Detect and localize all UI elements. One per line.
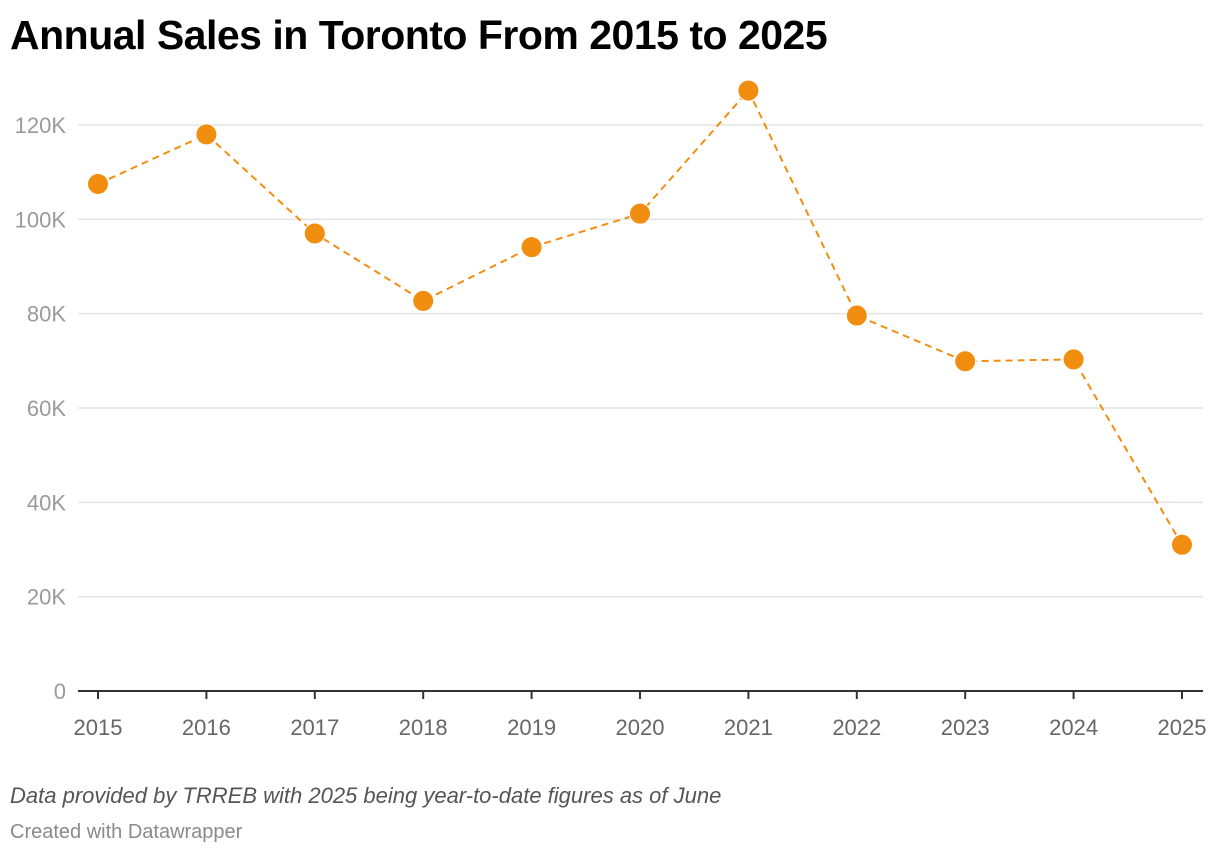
data-point[interactable] [845,304,868,327]
data-point[interactable] [954,350,977,373]
y-tick-label: 20K [27,585,66,610]
chart-notes: Data provided by TRREB with 2025 being y… [10,783,722,808]
y-axis-labels: 0 20K 40K 60K 80K 100K 120K [15,113,67,704]
y-tick-label: 80K [27,302,66,327]
x-tick-label: 2021 [724,715,773,740]
x-tick-label: 2015 [74,715,123,740]
chart-credit: Created with Datawrapper [10,821,243,843]
grid-lines [78,124,1203,598]
x-tick-label: 2024 [1049,715,1098,740]
x-tick-label: 2023 [941,715,990,740]
series-lines [97,88,1183,546]
y-tick-label: 60K [27,396,66,421]
y-tick-label: 120K [15,113,67,138]
data-point[interactable] [412,289,435,312]
chart-title: Annual Sales in Toronto From 2015 to 202… [10,12,828,58]
data-points [87,79,1193,556]
x-axis: 2015 2016 2017 2018 2019 2020 2021 2022 2023 2024… [74,690,1207,740]
data-point[interactable] [629,202,651,225]
x-tick-label: 2020 [616,715,665,740]
x-tick-label: 2022 [832,715,881,740]
x-tick-label: 2025 [1158,715,1207,740]
y-tick-label: 100K [15,207,67,232]
x-tick-label: 2017 [290,715,339,740]
data-point[interactable] [1062,348,1085,371]
y-tick-label: 0 [54,679,66,704]
x-tick-label: 2019 [507,715,556,740]
data-point[interactable] [87,172,109,195]
x-tick-label: 2016 [182,715,231,740]
data-point[interactable] [195,123,218,146]
data-point[interactable] [303,222,326,245]
data-point[interactable] [1171,533,1193,556]
y-tick-label: 40K [27,490,66,515]
series-line [97,88,1183,546]
data-point[interactable] [737,79,760,102]
data-point[interactable] [520,236,543,259]
x-tick-label: 2018 [399,715,448,740]
